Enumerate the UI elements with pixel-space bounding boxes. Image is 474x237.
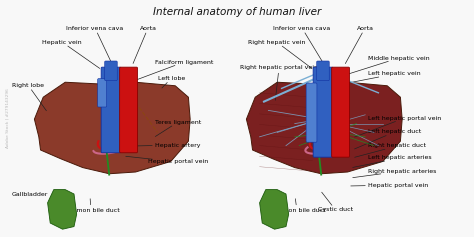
FancyBboxPatch shape: [105, 61, 117, 81]
Text: Right hepatic portal vein: Right hepatic portal vein: [240, 65, 318, 100]
Polygon shape: [246, 80, 402, 174]
Text: Middle hepatic vein: Middle hepatic vein: [345, 55, 429, 75]
Text: Right hepatic vein: Right hepatic vein: [248, 40, 312, 68]
Text: Right hepatic arteries: Right hepatic arteries: [353, 169, 437, 178]
Text: Aorta: Aorta: [346, 26, 374, 64]
FancyBboxPatch shape: [317, 61, 329, 81]
Text: Left hepatic vein: Left hepatic vein: [351, 72, 420, 82]
Text: Inferior vena cava: Inferior vena cava: [66, 26, 124, 64]
Text: Hepatic vein: Hepatic vein: [42, 40, 100, 68]
Text: Left hepatic portal vein: Left hepatic portal vein: [355, 115, 441, 137]
Text: Aorta: Aorta: [133, 26, 156, 64]
FancyBboxPatch shape: [98, 79, 107, 107]
Text: Hepatic portal vein: Hepatic portal vein: [351, 182, 428, 187]
Text: Internal anatomy of human liver: Internal anatomy of human liver: [153, 7, 321, 17]
FancyBboxPatch shape: [313, 67, 333, 157]
Text: Left hepatic arteries: Left hepatic arteries: [353, 155, 432, 168]
FancyBboxPatch shape: [101, 67, 121, 153]
Polygon shape: [35, 80, 190, 174]
Text: Hepatic artery: Hepatic artery: [136, 142, 201, 147]
FancyBboxPatch shape: [119, 67, 137, 153]
Text: Falciform ligament: Falciform ligament: [131, 59, 213, 82]
Polygon shape: [47, 190, 77, 229]
Text: Cystic duct: Cystic duct: [318, 192, 353, 213]
Text: Gallbladder: Gallbladder: [12, 192, 52, 198]
Text: Left lobe: Left lobe: [158, 76, 185, 88]
Text: Right hepatic duct: Right hepatic duct: [355, 143, 426, 157]
Polygon shape: [260, 190, 289, 229]
Text: Adobe Stock | #279143296: Adobe Stock | #279143296: [6, 88, 10, 148]
FancyBboxPatch shape: [332, 67, 349, 157]
FancyBboxPatch shape: [306, 83, 317, 142]
Text: Right lobe: Right lobe: [12, 82, 46, 111]
Text: Common bile duct: Common bile duct: [268, 199, 326, 213]
Text: Hepatic portal vein: Hepatic portal vein: [126, 156, 208, 164]
Text: Teres ligament: Teres ligament: [155, 119, 201, 137]
Text: Common bile duct: Common bile duct: [62, 199, 120, 213]
Text: Inferior vena cava: Inferior vena cava: [273, 26, 331, 64]
Text: Left hepatic duct: Left hepatic duct: [355, 129, 421, 149]
